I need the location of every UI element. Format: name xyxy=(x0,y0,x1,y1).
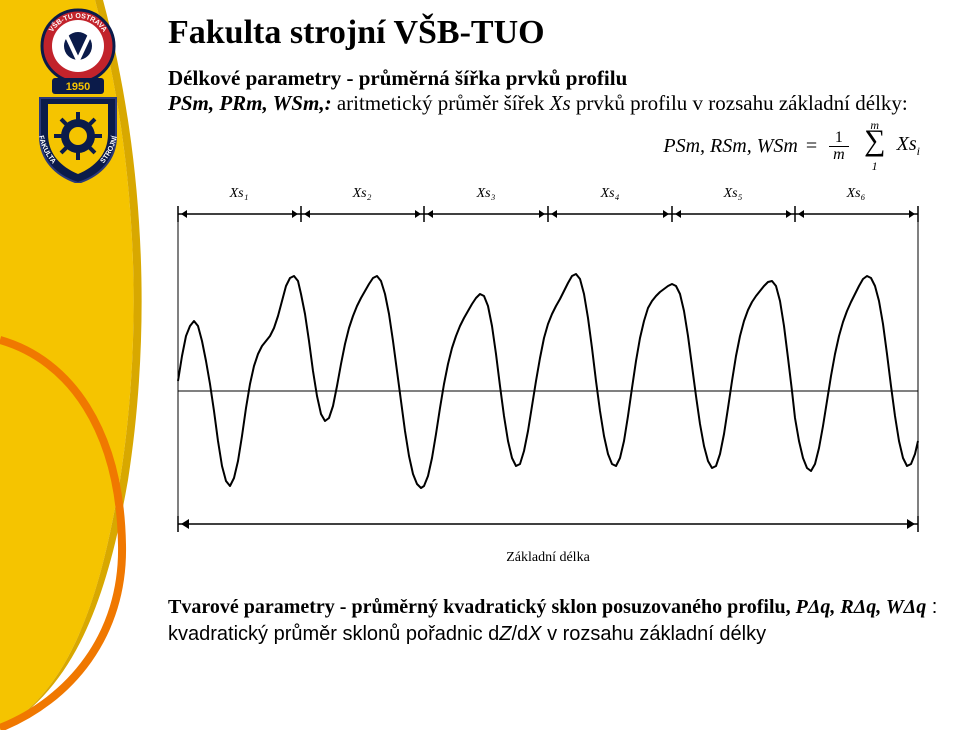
formula-numerator: 1 xyxy=(829,130,849,147)
footer-x: X xyxy=(528,623,541,645)
footer-lead: Tvarové parametry - průměrný kvadratický… xyxy=(168,596,796,618)
formula: PSm, RSm, WSm = 1 m m ∑ 1 Xsi xyxy=(663,120,920,172)
formula-term: Xsi xyxy=(897,133,920,159)
param-symbols: PSm, PRm, WSm,: xyxy=(168,91,332,115)
svg-text:1950: 1950 xyxy=(66,81,90,93)
xs-label: Xs₂ xyxy=(353,186,372,202)
sum-lower: 1 xyxy=(861,159,889,174)
xs-label: Xs₆ xyxy=(847,186,866,202)
formula-sum: m ∑ 1 xyxy=(861,120,889,172)
xs-label: Xs₁ xyxy=(230,186,249,202)
axis-caption: Základní délka xyxy=(168,550,928,566)
formula-lhs: PSm, RSm, WSm xyxy=(663,135,797,158)
chart-svg xyxy=(168,186,928,566)
section-heading: Délkové parametry - průměrná šířka prvků… xyxy=(168,66,940,91)
footer-z: Z xyxy=(499,623,511,645)
formula-fraction: 1 m xyxy=(829,130,849,163)
sigma-icon: ∑ xyxy=(861,126,889,156)
formula-row: PSm, RSm, WSm = 1 m m ∑ 1 Xsi xyxy=(168,120,940,180)
footer-tail: v rozsahu základní délky xyxy=(542,623,767,645)
term-sub: i xyxy=(917,144,920,158)
xs-label: Xs₃ xyxy=(477,186,496,202)
slide-content: Fakulta strojní VŠB-TUO Délkové parametr… xyxy=(168,14,940,648)
footer-pq: PΔq, RΔq, WΔq xyxy=(796,596,927,618)
xs-label: Xs₅ xyxy=(724,186,743,202)
profile-chart: Xs₁ Xs₂ Xs₃ Xs₄ Xs₅ Xs₆ Základní délka xyxy=(168,186,928,566)
parameter-definition: PSm, PRm, WSm,: aritmetický průměr šířek… xyxy=(168,91,940,116)
param-xs: Xs xyxy=(550,91,571,115)
term-base: Xs xyxy=(897,133,917,155)
formula-denominator: m xyxy=(829,147,849,163)
formula-eq: = xyxy=(806,135,817,158)
university-crest: VŠB-TU OSTRAVA 1950 xyxy=(18,8,138,183)
xs-labels-row: Xs₁ Xs₂ Xs₃ Xs₄ Xs₅ Xs₆ xyxy=(168,186,928,206)
footer-slashd: /d xyxy=(511,623,528,645)
crest-svg: VŠB-TU OSTRAVA 1950 xyxy=(18,8,138,183)
xs-label: Xs₄ xyxy=(601,186,620,202)
footer-paragraph: Tvarové parametry - průměrný kvadratický… xyxy=(168,594,940,648)
slide-title: Fakulta strojní VŠB-TUO xyxy=(168,14,940,52)
param-text-2: prvků profilu v rozsahu základní délky: xyxy=(571,91,908,115)
param-text-1: aritmetický průměr šířek xyxy=(332,91,550,115)
